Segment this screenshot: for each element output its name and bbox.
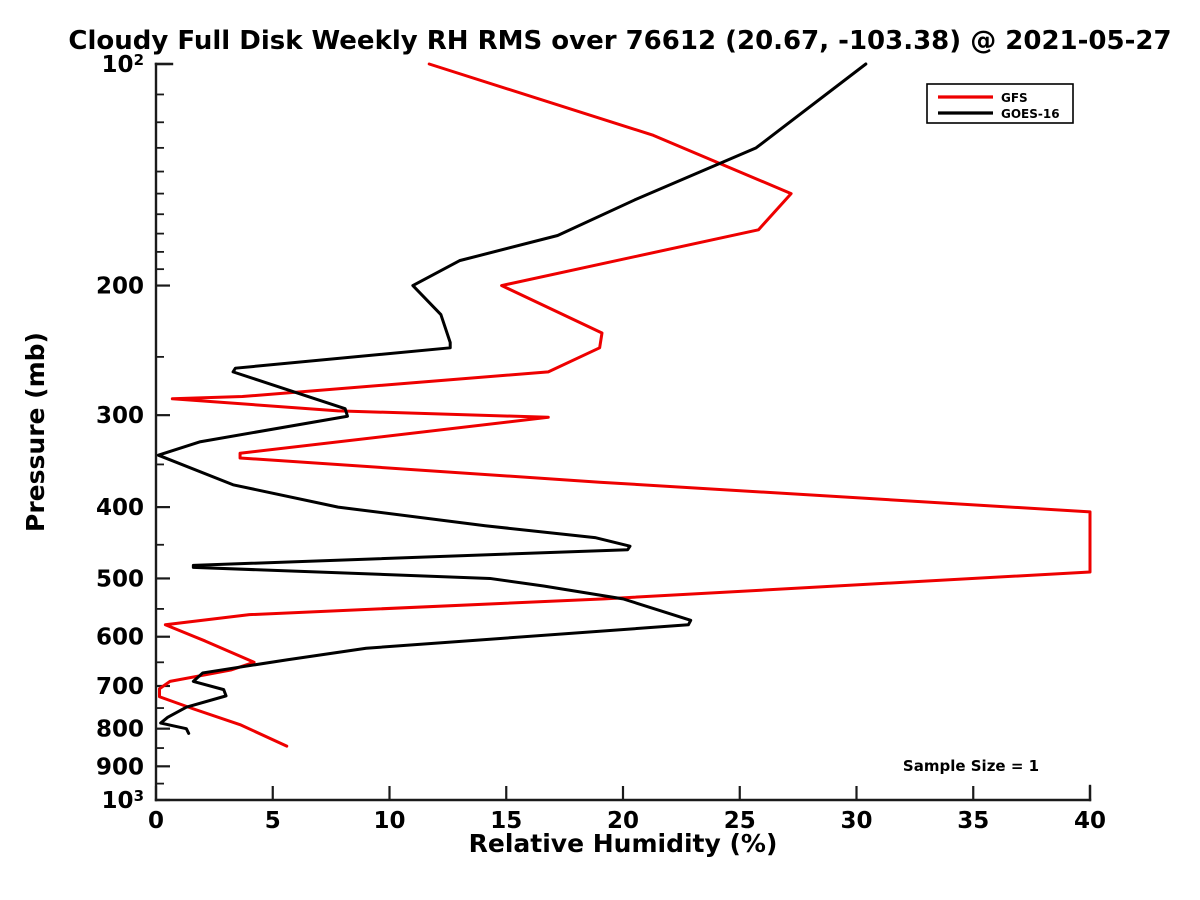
x-axis-ticks: 0 5 10 15 20 25 30 35 40: [148, 786, 1106, 834]
y-tick-label: 200: [96, 274, 144, 300]
x-tick-label: 35: [957, 808, 989, 834]
y-axis-ticks: 102 200 300 400 500 600 700 800 900 103: [96, 51, 170, 814]
y-tick-label: 102: [102, 51, 144, 78]
x-tick-label: 10: [373, 808, 405, 834]
series-line-gfs: [158, 62, 1092, 748]
chart-title: Cloudy Full Disk Weekly RH RMS over 7661…: [68, 26, 1171, 56]
legend-label-gfs: GFS: [1001, 91, 1028, 105]
y-tick-label: 600: [96, 625, 144, 651]
sample-size-annotation: Sample Size = 1: [903, 757, 1039, 775]
y-tick-label: 103: [102, 787, 144, 814]
y-tick-label: 300: [96, 403, 144, 429]
y-tick-label: 700: [96, 674, 144, 700]
data-series-group: [156, 62, 1092, 748]
x-tick-label: 30: [840, 808, 872, 834]
x-tick-label: 25: [724, 808, 756, 834]
x-tick-label: 40: [1074, 808, 1106, 834]
y-tick-label: 900: [96, 754, 144, 780]
x-axis-label: Relative Humidity (%): [469, 829, 778, 858]
x-tick-label: 5: [265, 808, 281, 834]
series-line-goes-16: [156, 62, 868, 735]
chart-legend[interactable]: GFS GOES-16: [926, 83, 1074, 124]
y-tick-label: 500: [96, 566, 144, 592]
axis-spines: [154, 62, 1092, 802]
legend-label-goes16: GOES-16: [1001, 107, 1060, 121]
legend-background: [926, 83, 1074, 124]
y-tick-label: 400: [96, 495, 144, 521]
y-axis-label: Pressure (mb): [21, 332, 50, 532]
x-tick-label: 0: [148, 808, 164, 834]
y-tick-label: 800: [96, 717, 144, 743]
x-tick-label: 20: [607, 808, 639, 834]
x-tick-label: 15: [490, 808, 522, 834]
